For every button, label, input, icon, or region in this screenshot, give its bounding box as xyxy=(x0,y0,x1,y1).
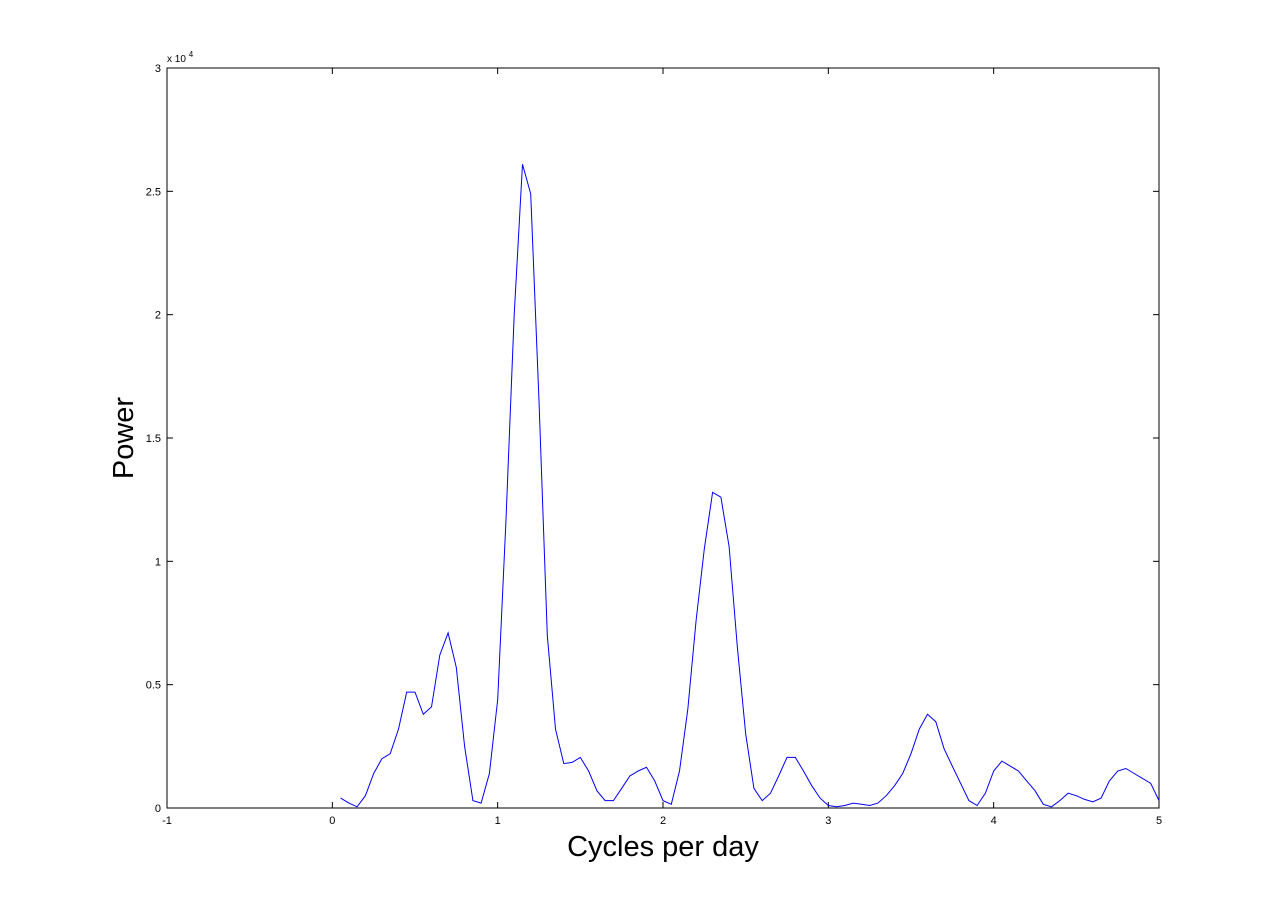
y-tick-label: 3 xyxy=(155,63,161,75)
x-axis-title: Cycles per day xyxy=(567,831,759,863)
y-multiplier-label: x 10 4 xyxy=(167,50,194,65)
y-axis-ticks: 0 0.5 1 1.5 2 2.5 3 xyxy=(146,63,1159,815)
x-tick-label: -1 xyxy=(162,815,172,827)
series-line xyxy=(340,164,1160,808)
x-axis-ticks: -1 0 1 2 3 4 5 xyxy=(162,68,1162,827)
y-tick-label: 2.5 xyxy=(146,186,161,198)
x-tick-label: 3 xyxy=(825,815,831,827)
y-tick-label: 1.5 xyxy=(146,433,161,445)
y-tick-label: 0.5 xyxy=(146,680,161,692)
x-tick-label: 4 xyxy=(991,815,997,827)
y-tick-label: 1 xyxy=(155,556,161,568)
y-axis-title: Power xyxy=(108,397,140,480)
y-tick-label: 2 xyxy=(155,310,161,322)
y-multiplier-exp: 4 xyxy=(189,50,194,59)
x-tick-label: 0 xyxy=(329,815,335,827)
y-tick-label: 0 xyxy=(155,803,161,815)
x-tick-label: 2 xyxy=(660,815,666,827)
x-tick-label: 1 xyxy=(495,815,501,827)
plot-area xyxy=(166,67,1160,809)
y-multiplier-base: x 10 xyxy=(167,54,186,65)
x-tick-label: 5 xyxy=(1156,815,1162,827)
